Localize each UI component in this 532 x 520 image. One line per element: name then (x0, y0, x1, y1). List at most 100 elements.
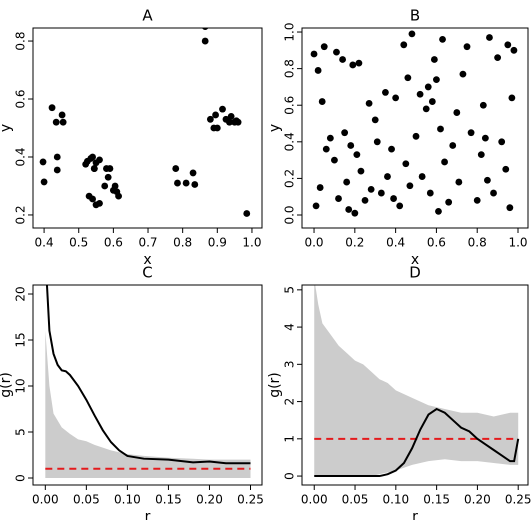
point (412, 132, 420, 140)
point (467, 129, 475, 137)
point (455, 178, 463, 186)
y-tick-label: 0.2 (14, 205, 28, 224)
point (322, 145, 330, 153)
point (320, 43, 328, 51)
point (502, 165, 510, 173)
point (422, 105, 430, 113)
envelope (314, 285, 519, 477)
x-axis-label: x (411, 252, 419, 268)
point (396, 202, 404, 210)
point (226, 118, 233, 126)
point (39, 158, 47, 166)
plot-area (310, 30, 518, 217)
point (435, 207, 442, 215)
point (206, 115, 214, 123)
x-tick-label: 0.25 (505, 493, 532, 507)
x-tick-label: 0.8 (173, 236, 192, 250)
x-tick-label: 0.9 (208, 236, 227, 250)
point (53, 166, 61, 174)
plot-frame (32, 27, 263, 229)
data-line (45, 285, 251, 465)
point (439, 35, 446, 43)
x-tick-label: 0.00 (32, 493, 59, 507)
point (437, 125, 444, 133)
x-tick-label: 0.8 (468, 236, 487, 250)
point (382, 89, 389, 96)
x-tick-label: 1.0 (508, 236, 527, 250)
point (90, 165, 98, 172)
point (345, 206, 353, 213)
y-tick-label: 5 (14, 428, 28, 436)
y-tick-label: 0.8 (14, 31, 28, 50)
point (361, 196, 369, 204)
x-axis-label: r (412, 509, 418, 520)
x-tick-label: 0.05 (73, 493, 100, 507)
point (89, 195, 96, 203)
x-tick-label: 0.05 (342, 493, 369, 507)
plot-frame (32, 284, 263, 486)
x-tick-label: 0.15 (423, 493, 450, 507)
point (504, 41, 512, 49)
point (445, 198, 453, 206)
point (349, 61, 357, 69)
x-tick-label: 0.4 (386, 236, 405, 250)
point (104, 173, 112, 181)
point (400, 41, 408, 49)
point (484, 176, 491, 184)
plot-area (39, 28, 251, 217)
panel-title: C (142, 264, 152, 282)
x-tick-label: 0.5 (69, 236, 88, 250)
point (212, 111, 219, 119)
point (343, 178, 351, 186)
point (335, 195, 342, 202)
point (373, 138, 381, 146)
y-tick-label: 10 (14, 378, 28, 393)
point (40, 178, 48, 186)
point (234, 118, 242, 126)
y-tick-label: 3 (283, 361, 297, 369)
point (402, 160, 410, 168)
point (357, 167, 365, 175)
point (96, 156, 103, 164)
point (52, 118, 60, 126)
point (96, 199, 103, 207)
point (430, 56, 438, 63)
panel-title: D (409, 264, 421, 282)
panel-title: B (410, 7, 420, 25)
point (479, 101, 487, 109)
point (172, 165, 180, 172)
point (424, 83, 432, 91)
point (326, 134, 334, 142)
point (384, 173, 391, 180)
point (351, 209, 359, 217)
y-tick-label: 0.4 (283, 132, 297, 151)
panel: Cr g(r) 0.00 0.05 0.10 0.15 0.20 0.25 0 5 10 15 20 (0, 264, 264, 520)
point (191, 181, 199, 188)
point (377, 189, 385, 197)
plot-area (45, 285, 251, 479)
y-tick-label: 1.0 (283, 22, 297, 41)
x-axis-label: r (145, 509, 151, 520)
x-tick-label: 0.4 (35, 236, 54, 250)
x-tick-label: 0.7 (138, 236, 157, 250)
y-tick-label: 0.6 (14, 89, 28, 108)
point (59, 118, 67, 126)
panel: Ax y 0.4 0.5 0.6 0.7 0.8 0.9 1.0 0.2 0.4 0.6 0.8 (0, 7, 263, 268)
point (408, 30, 416, 38)
y-axis-label: g(r) (0, 372, 14, 398)
y-axis-label: y (0, 124, 14, 132)
point (473, 196, 481, 204)
point (416, 90, 424, 98)
point (53, 153, 61, 161)
point (341, 129, 349, 137)
x-tick-label: 0.25 (237, 493, 264, 507)
point (182, 179, 190, 187)
point (426, 189, 434, 197)
point (202, 28, 209, 30)
point (404, 74, 412, 82)
point (506, 204, 514, 212)
y-tick-label: 0 (14, 474, 28, 482)
y-tick-label: 0.0 (283, 205, 297, 224)
point (353, 151, 361, 159)
